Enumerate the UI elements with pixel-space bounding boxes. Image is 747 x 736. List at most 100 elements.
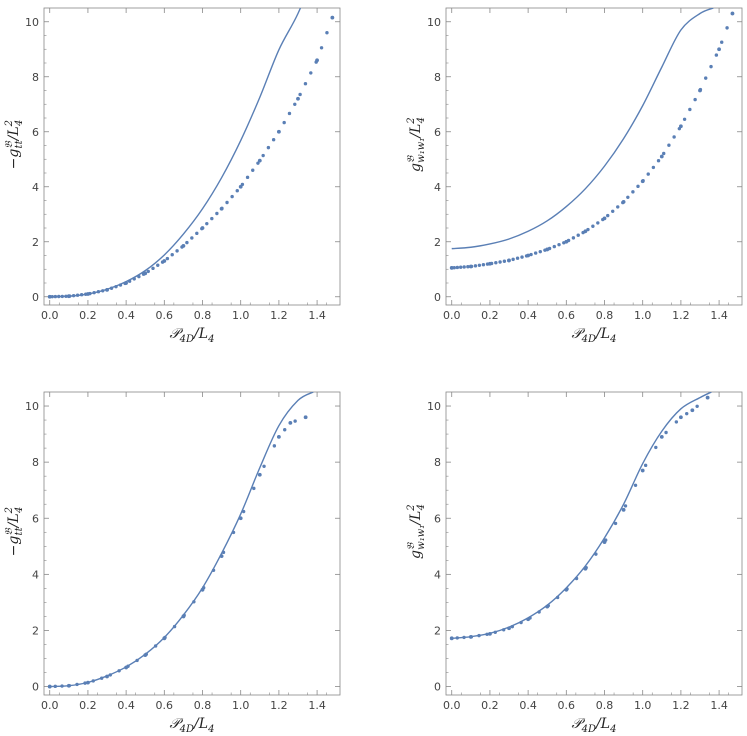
data-point [659, 154, 664, 159]
data-point [211, 568, 216, 572]
data-point [591, 224, 595, 228]
data-point [75, 293, 80, 297]
data-point [662, 151, 666, 156]
x-tick-label: 0.4 [519, 309, 537, 322]
data-point [507, 626, 511, 631]
data-point [533, 251, 538, 255]
x-tick-label: 0.6 [558, 309, 576, 322]
data-point [488, 631, 492, 636]
data-point [219, 554, 224, 559]
data-point [717, 47, 721, 52]
data-point [108, 673, 113, 677]
data-point [488, 261, 492, 266]
y-tick-label: 4 [32, 181, 39, 194]
data-point [468, 635, 473, 639]
x-tick-label: 1.0 [634, 309, 652, 322]
plot-area [47, 8, 335, 299]
x-tick-label: 0.2 [79, 699, 97, 712]
data-point [272, 444, 277, 448]
data-point [261, 153, 265, 158]
data-point [693, 97, 697, 102]
data-point [462, 265, 466, 269]
data-point [319, 46, 324, 50]
data-point [245, 175, 250, 180]
data-point [287, 111, 292, 116]
data-point [507, 258, 511, 263]
data-point [526, 253, 531, 258]
data-point [325, 31, 329, 35]
data-point [293, 102, 297, 106]
data-point [66, 683, 71, 688]
x-tick-label: 0.6 [558, 699, 576, 712]
data-point [205, 221, 209, 226]
data-point [511, 257, 515, 262]
data-point [105, 674, 109, 679]
data-point [153, 644, 158, 648]
data-point [651, 165, 656, 170]
data-point [714, 53, 719, 57]
plot-frame [43, 7, 341, 306]
data-point [99, 676, 104, 680]
data-point [215, 211, 219, 216]
data-point [583, 229, 588, 234]
data-point [109, 286, 114, 290]
data-point [481, 262, 486, 267]
x-tick-label: 1.0 [232, 309, 250, 322]
x-tick-label: 0.0 [443, 699, 461, 712]
x-tick-label: 1.4 [710, 699, 728, 712]
data-point [83, 681, 87, 685]
x-tick-label: 0.4 [117, 309, 135, 322]
data-point [230, 194, 234, 199]
data-point [621, 199, 626, 204]
data-point [271, 137, 276, 142]
data-point [114, 284, 118, 289]
data-point [586, 227, 590, 232]
x-tick-label: 1.4 [710, 309, 728, 322]
data-point [124, 281, 129, 285]
data-point [137, 274, 141, 279]
data-point [235, 189, 239, 193]
y-axis-label: −g𝔅tt/L24 [4, 507, 25, 557]
data-point [656, 159, 661, 163]
data-point [221, 550, 226, 555]
data-point [79, 293, 84, 297]
data-point [57, 294, 61, 299]
y-tick-label: 4 [434, 568, 441, 581]
data-point [545, 247, 550, 252]
data-point [576, 233, 580, 237]
y-tick-label: 0 [434, 291, 441, 304]
data-point [47, 684, 52, 689]
data-point [162, 636, 167, 641]
data-point [146, 269, 150, 274]
data-point [502, 259, 507, 263]
x-tick-label: 0.2 [481, 699, 499, 712]
data-point [623, 504, 628, 508]
data-point [175, 249, 179, 253]
data-point [60, 294, 64, 299]
data-point [266, 145, 271, 150]
data-point [631, 190, 635, 194]
y-tick-label: 10 [25, 400, 39, 413]
x-tick-label: 0.2 [79, 309, 97, 322]
data-point [538, 249, 542, 254]
data-point [616, 205, 620, 209]
data-point [53, 684, 57, 689]
data-point [520, 255, 524, 259]
y-tick-label: 6 [434, 126, 441, 139]
data-point [636, 184, 640, 189]
y-tick-label: 8 [434, 71, 441, 84]
x-tick-label: 1.4 [308, 699, 326, 712]
chart-panel-1: 0.0 0.2 0.4 0.6 0.8 1.0 1.2 1.4 0 2 4 6 8 10 𝒫4D/L4 −g𝔅… [4, 7, 341, 345]
data-point [282, 120, 286, 125]
data-point [574, 576, 579, 581]
data-point [564, 239, 569, 244]
data-point [262, 464, 266, 469]
data-point [231, 530, 236, 535]
y-tick-label: 8 [32, 71, 39, 84]
data-point [564, 587, 569, 592]
data-point [596, 221, 600, 225]
y-tick-label: 4 [434, 181, 441, 194]
data-point [537, 610, 541, 614]
y-tick-label: 2 [434, 624, 441, 637]
data-point [53, 294, 58, 299]
